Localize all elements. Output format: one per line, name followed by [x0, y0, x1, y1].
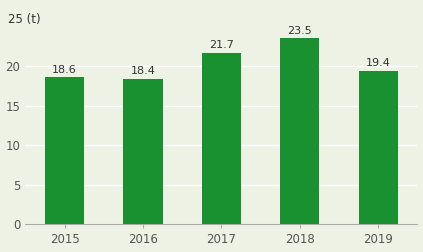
Text: 25 (t): 25 (t): [8, 13, 41, 26]
Bar: [202, 52, 241, 225]
Text: 21.7: 21.7: [209, 40, 234, 50]
Bar: [45, 77, 84, 225]
Text: 19.4: 19.4: [366, 58, 391, 68]
Bar: [359, 71, 398, 225]
Text: 23.5: 23.5: [287, 26, 312, 36]
Text: 18.6: 18.6: [52, 65, 77, 75]
Bar: [124, 79, 162, 225]
Text: 18.4: 18.4: [131, 66, 155, 76]
Bar: [280, 38, 319, 225]
